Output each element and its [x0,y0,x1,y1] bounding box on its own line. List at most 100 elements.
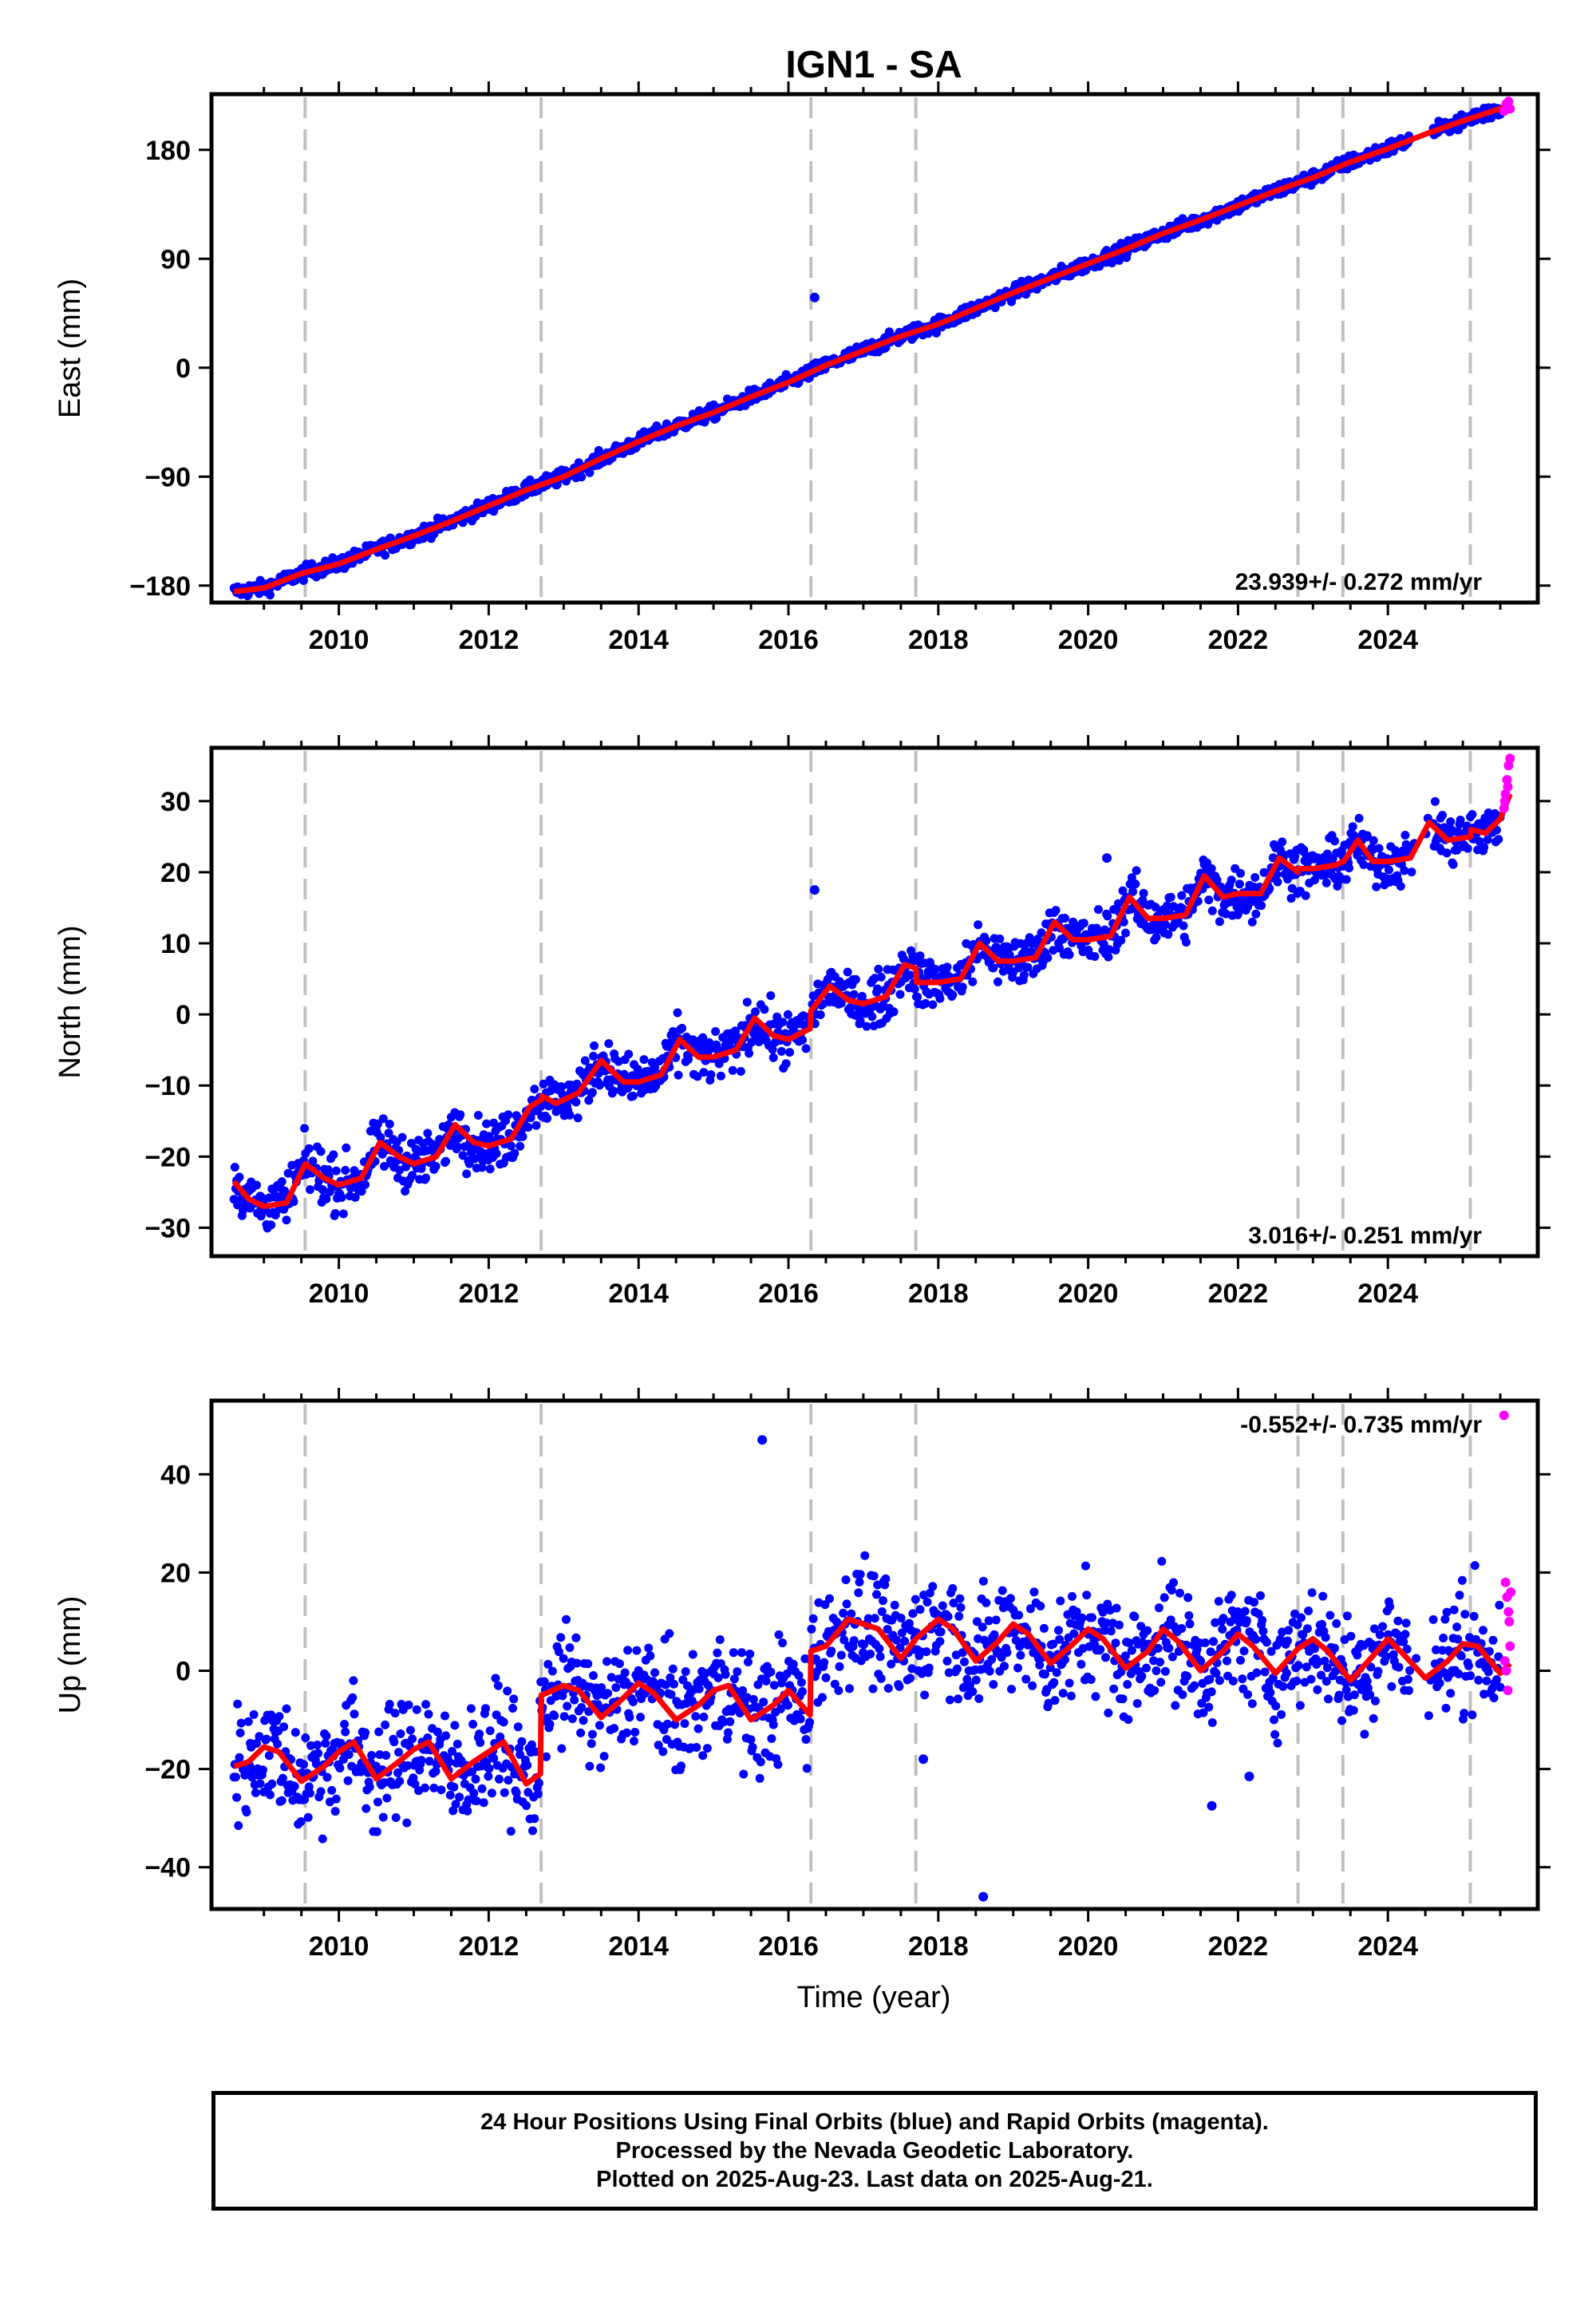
up-final-point [589,1671,598,1680]
up-final-point [476,1738,485,1747]
north-final-point [573,1113,583,1123]
east-final-point [381,551,390,560]
north-final-point [1310,875,1319,885]
north-final-point [624,1049,634,1059]
north-final-point [571,1097,581,1107]
up-final-point [1159,1593,1169,1603]
up-final-point [306,1741,316,1750]
up-final-point [448,1806,458,1816]
up-final-point [908,1609,918,1618]
up-final-point [1056,1596,1065,1606]
up-final-point [998,1586,1007,1595]
north-final-point [843,967,852,977]
north-final-point [482,1119,492,1128]
north-final-point [456,1110,465,1120]
up-final-point [1324,1694,1333,1704]
north-final-point [1207,906,1217,915]
up-final-point [835,1662,844,1671]
up-final-point [729,1648,738,1658]
north-final-point [408,1171,417,1180]
up-final-point [936,1627,946,1637]
north-final-point [350,1166,359,1176]
up-outlier-point [978,1891,989,1902]
up-final-point [1383,1630,1393,1639]
up-final-point [1321,1677,1331,1686]
north-rate-label: 3.016+/- 0.251 mm/yr [1248,1223,1482,1249]
up-final-point [956,1603,966,1612]
up-final-point [1132,1699,1142,1708]
north-final-point [506,1141,516,1151]
north-final-point [639,1055,649,1065]
north-final-point [874,964,883,974]
north-final-point [1286,894,1296,903]
up-final-point [594,1690,603,1699]
north-final-point [1113,899,1123,908]
up-final-point [587,1739,596,1749]
up-final-point [378,1812,388,1822]
up-final-point [1460,1610,1470,1619]
up-final-point [890,1600,899,1610]
east-rapid-point [1503,97,1514,107]
east-x-tick-label: 2016 [758,625,819,655]
up-final-point [262,1734,271,1744]
north-final-point [1104,952,1113,962]
up-final-point [702,1744,712,1753]
north-final-point [1104,945,1114,954]
north-final-point [1236,868,1245,878]
north-panel: 2010 2012 2014 2016 2018 2020 2022 2024−30−20−1… [53,735,1551,1309]
up-final-point [681,1667,690,1676]
north-final-point [1278,837,1287,847]
north-final-point [337,1193,346,1202]
up-final-point [499,1717,508,1727]
up-final-point [251,1788,260,1797]
up-y-axis-label: Up (mm) [53,1596,87,1714]
up-final-point [542,1752,551,1761]
up-final-point [479,1798,488,1808]
up-final-point [945,1695,954,1705]
north-final-point [1442,848,1452,858]
north-final-point [572,1079,582,1089]
footer-box: 24 Hour Positions Using Final Orbits (bl… [211,2091,1538,2211]
up-final-point [1028,1681,1037,1690]
north-final-point [1128,887,1137,896]
up-final-point [1369,1624,1379,1634]
up-final-point [904,1618,914,1628]
up-rapid-point [1506,1587,1516,1598]
up-final-point [1394,1662,1404,1672]
up-final-point [1143,1626,1152,1635]
up-final-point [1424,1711,1433,1721]
up-final-point [1266,1688,1275,1697]
up-final-point [724,1728,733,1737]
up-final-point [563,1701,572,1711]
up-final-point [570,1695,579,1705]
north-y-axis-label: North (mm) [53,925,87,1078]
up-final-point [677,1761,685,1771]
north-final-point [1438,811,1447,820]
up-final-point [348,1693,358,1702]
up-final-point [1124,1638,1134,1648]
up-final-point [1156,1658,1165,1667]
north-final-point [930,965,940,974]
up-final-point [665,1629,674,1638]
up-final-point [876,1674,886,1683]
up-final-point [1167,1586,1176,1595]
north-rapid-point [1505,753,1515,764]
up-final-point [1317,1670,1325,1680]
up-final-point [331,1794,341,1804]
north-final-point [595,1081,604,1090]
up-final-point [489,1753,499,1763]
north-final-point [361,1180,370,1189]
up-final-point [595,1721,604,1730]
north-final-point [867,1012,877,1022]
up-final-point [235,1728,245,1737]
north-final-point [518,1132,527,1141]
up-final-point [603,1689,613,1698]
up-final-point [437,1785,446,1795]
up-final-point [1330,1643,1339,1653]
up-final-point [1297,1613,1306,1622]
up-final-point [1321,1633,1330,1642]
up-final-point [1130,1612,1140,1622]
up-final-point [583,1659,593,1669]
east-final-point [266,591,275,600]
up-final-point [1050,1696,1060,1705]
